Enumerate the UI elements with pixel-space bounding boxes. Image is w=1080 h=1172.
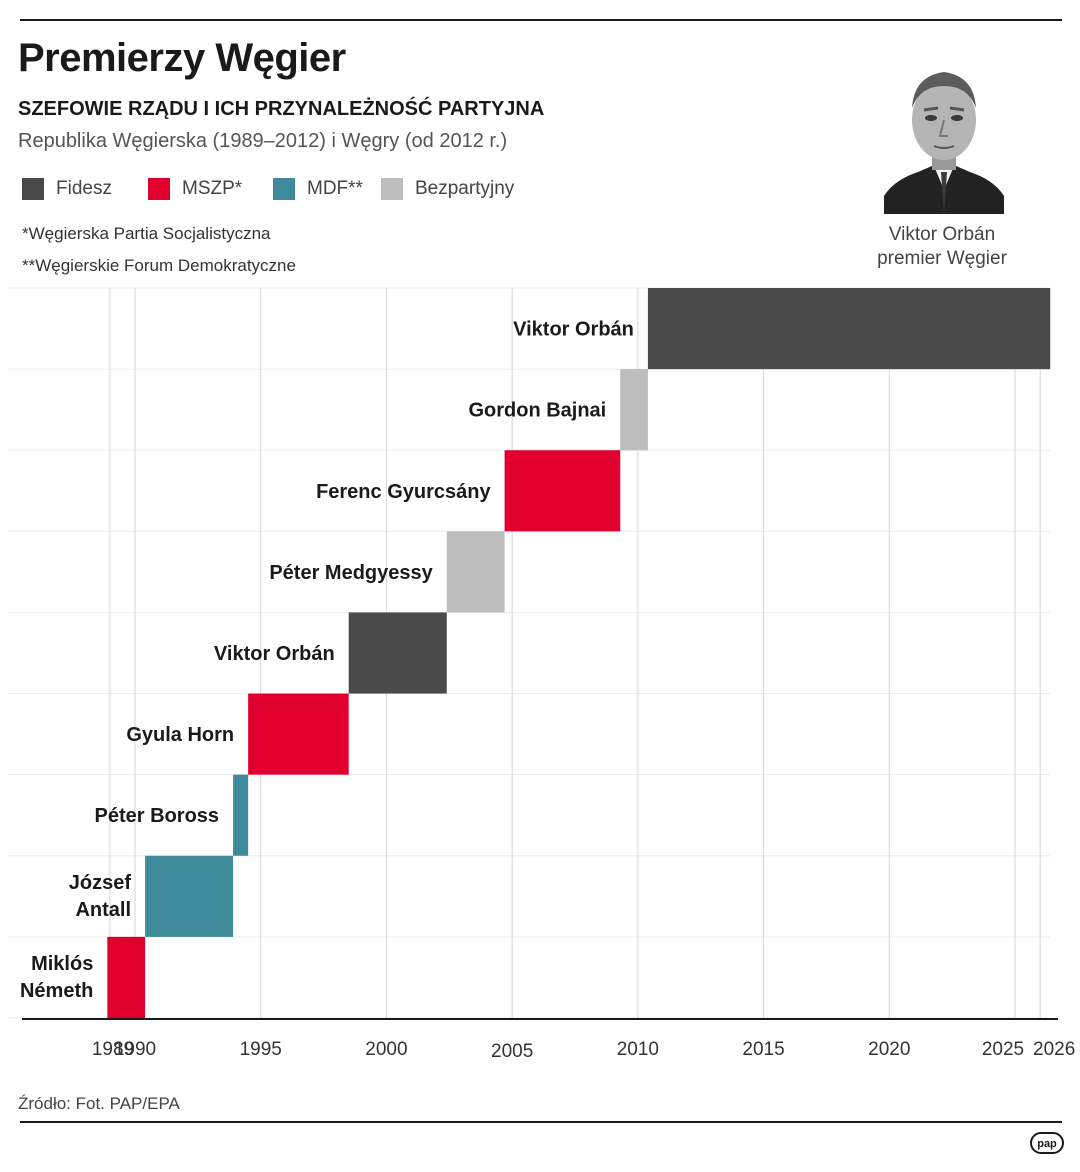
x-tick-label: 2010 [617, 1039, 659, 1060]
legend-item-mdf: MDF** [273, 177, 363, 201]
legend-label: Fidesz [56, 178, 112, 199]
term-name-label: József [69, 872, 132, 894]
bars-layer [107, 288, 1051, 1018]
term-name-label: Gordon Bajnai [468, 400, 606, 422]
x-tick-label: 1989 [92, 1039, 134, 1060]
photo-caption-name: Viktor Orbán [888, 224, 996, 245]
term-name-label: Viktor Orbán [513, 319, 634, 341]
grid-layer [8, 287, 1050, 1019]
labels-layer: Miklós Németh József Antall Péter Boross Gyul… [20, 319, 634, 1002]
page-subtitle: SZEFOWIE RZĄDU I ICH PRZYNALEŻNOŚĆ PARTY… [18, 98, 545, 120]
legend-label: Bezpartyjny [415, 178, 515, 199]
portrait-photo [884, 58, 1004, 214]
x-tick-label: 2005 [491, 1041, 533, 1062]
footnote-mdf: **Węgierskie Forum Demokratyczne [22, 256, 296, 275]
term-name-label: Antall [75, 899, 131, 921]
term-name-label: Miklós [31, 953, 93, 975]
term-bar [348, 612, 447, 694]
legend-swatch [381, 178, 403, 200]
source-note: Źródło: Fot. PAP/EPA [18, 1094, 180, 1113]
x-tick-label: 1995 [240, 1039, 282, 1060]
legend-item-fidesz: Fidesz [22, 177, 112, 201]
page-title: Premierzy Węgier [18, 36, 346, 80]
legend-label: MDF** [307, 178, 363, 199]
legend-item-bezpartyjny: Bezpartyjny [381, 177, 514, 201]
legend-swatch [22, 178, 44, 200]
legend-swatch [148, 178, 170, 200]
timeline-chart: Miklós Németh József Antall Péter Boross Gyul… [8, 287, 1075, 1062]
x-tick-label: 2025 [982, 1039, 1024, 1060]
page-subsubtitle: Republika Węgierska (1989–2012) i Węgry … [18, 130, 508, 152]
x-tick-label: 2000 [365, 1039, 407, 1060]
term-name-label: Németh [20, 980, 93, 1002]
pap-logo-icon: pap [1030, 1132, 1064, 1154]
term-bar [504, 450, 621, 532]
term-bar [620, 369, 648, 451]
term-bar [145, 855, 234, 937]
term-bar [248, 693, 349, 775]
term-name-label: Péter Boross [95, 805, 220, 827]
term-bar [446, 531, 505, 613]
x-tick-label: 2015 [742, 1039, 784, 1060]
legend-item-mszp: MSZP* [148, 177, 242, 201]
x-tick-label: 2020 [868, 1039, 910, 1060]
term-bar [647, 288, 1051, 370]
legend-label: MSZP* [182, 178, 243, 199]
x-tick-label: 1990 [114, 1039, 156, 1060]
term-name-label: Péter Medgyessy [269, 562, 433, 584]
footnote-mszp: *Węgierska Partia Socjalistyczna [22, 224, 271, 243]
x-tick-label: 2026 [1033, 1039, 1075, 1060]
term-name-label: Gyula Horn [126, 724, 234, 746]
top-rule [20, 19, 1062, 21]
legend-swatch [273, 178, 295, 200]
term-bar [233, 774, 249, 856]
bottom-rule [20, 1121, 1062, 1123]
term-bar [107, 936, 146, 1018]
photo-caption-role: premier Węgier [877, 248, 1007, 269]
term-name-label: Ferenc Gyurcsány [316, 481, 491, 503]
term-name-label: Viktor Orbán [214, 643, 335, 665]
pap-logo-text: pap [1037, 1138, 1057, 1150]
